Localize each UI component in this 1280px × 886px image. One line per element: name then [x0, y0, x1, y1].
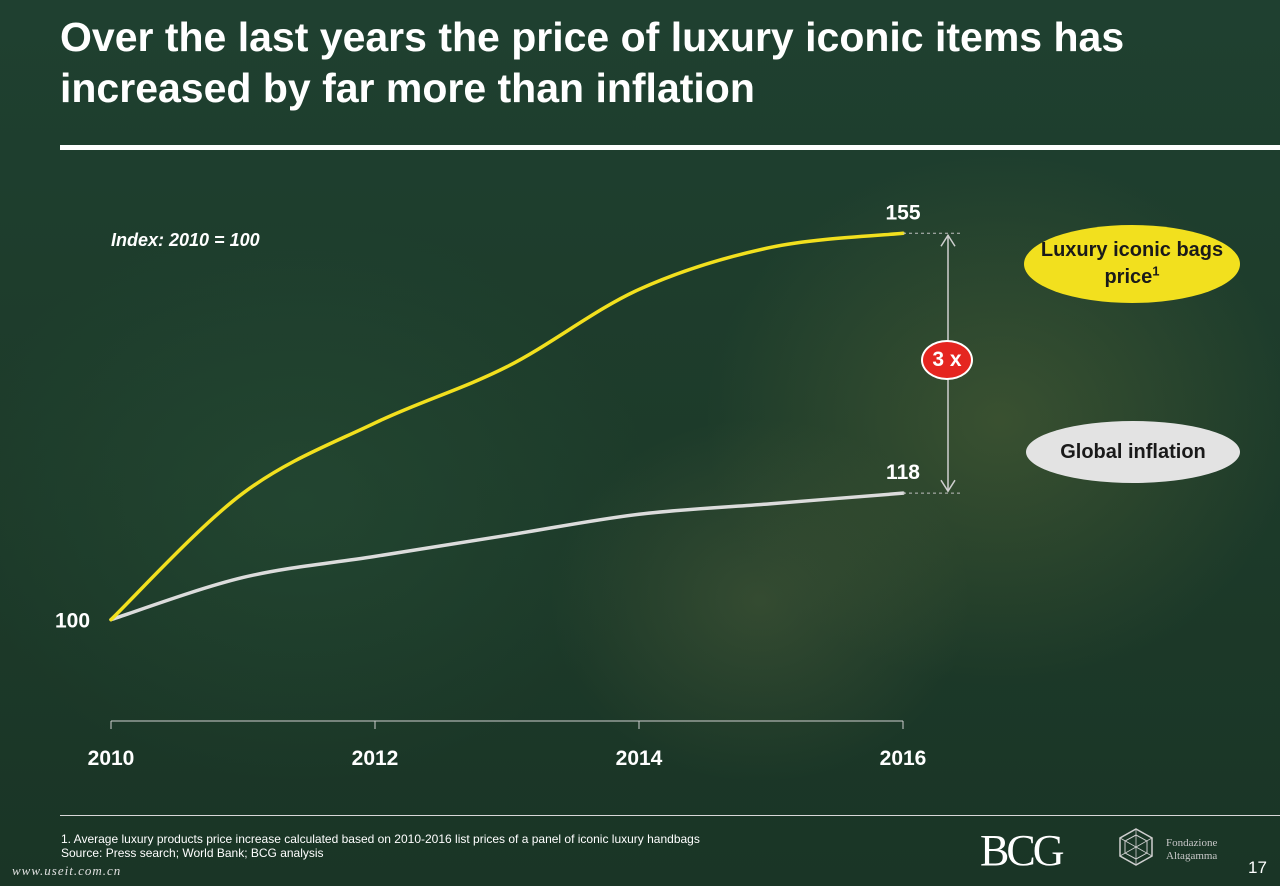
fondazione-altagamma-logo: Fondazione Altagamma [1166, 837, 1217, 863]
footnote: 1. Average luxury products price increas… [61, 832, 700, 860]
x-axis-ticks: 2010 2012 2014 2016 [88, 721, 927, 770]
slide-title: Over the last years the price of luxury … [60, 14, 1125, 111]
fondazione-altagamma-icon [1119, 828, 1153, 866]
footnote-text: 1. Average luxury products price increas… [61, 832, 700, 846]
series-group: 118 155 [109, 201, 960, 622]
legend-luxury-bags: Luxury iconic bags price1 [1024, 225, 1240, 303]
x-tick-label-2012: 2012 [352, 747, 399, 770]
title-divider [60, 145, 1280, 150]
series-line-luxury-iconic-bags-price [109, 231, 905, 622]
fondazione-line1: Fondazione [1166, 837, 1218, 849]
series-line-global-inflation [109, 491, 905, 622]
footer-divider [60, 815, 1280, 816]
bcg-logo: BCG [980, 826, 1065, 875]
chart-subtitle: Index: 2010 = 100 [111, 230, 260, 250]
multiplier-badge: 3 x [921, 340, 973, 380]
start-value-label: 100 [55, 610, 90, 633]
legend-luxury-bags-label: Luxury iconic bags price [1040, 239, 1224, 288]
x-tick-label-2016: 2016 [880, 747, 927, 770]
legend-global-inflation: Global inflation [1026, 421, 1240, 483]
x-tick-label-2010: 2010 [88, 747, 135, 770]
fondazione-line2: Altagamma [1166, 850, 1218, 862]
legend-global-inflation-label: Global inflation [1060, 440, 1206, 463]
x-tick-label-2014: 2014 [616, 747, 663, 770]
footnote-marker: 1 [1152, 263, 1160, 279]
end-value-label-luxury-iconic-bags-price: 155 [885, 201, 920, 224]
source-text: Source: Press search; World Bank; BCG an… [61, 846, 324, 860]
gap-arrow-head-top [940, 233, 956, 247]
end-value-label-global-inflation: 118 [886, 461, 920, 484]
page-number: 17 [1248, 858, 1267, 877]
watermark: www.useit.com.cn [12, 863, 122, 878]
gap-arrow-head-bottom [940, 479, 956, 493]
